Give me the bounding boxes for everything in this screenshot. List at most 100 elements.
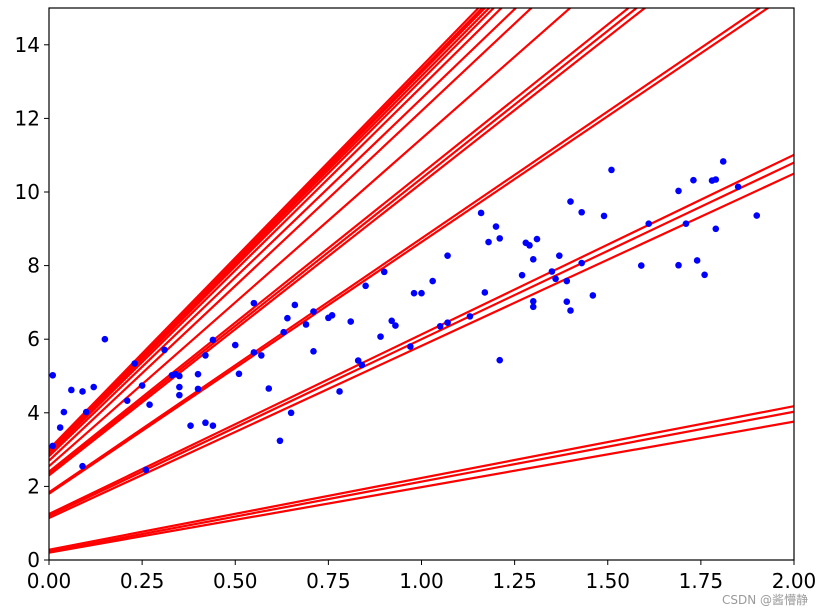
prediction-line-7	[49, 8, 770, 495]
data-point-47	[354, 357, 362, 364]
data-point-56	[418, 289, 425, 297]
data-point-62	[477, 209, 485, 217]
data-point-78	[563, 298, 571, 305]
y-tick-label: 2	[27, 474, 40, 498]
data-point-5	[68, 386, 75, 394]
data-point-54	[407, 343, 414, 350]
data-point-7	[79, 462, 86, 470]
data-point-6	[79, 388, 86, 395]
data-point-41	[310, 308, 317, 315]
data-point-99	[734, 183, 742, 191]
data-point-97	[712, 225, 720, 233]
data-point-63	[481, 289, 489, 296]
data-point-98	[719, 158, 727, 165]
y-ticks: 0 2 4 6 8 10 12 14	[15, 33, 49, 572]
data-point-38	[287, 409, 295, 417]
prediction-line-3	[49, 405, 794, 551]
data-point-57	[429, 277, 436, 285]
data-point-39	[291, 301, 299, 309]
data-point-50	[377, 333, 384, 340]
data-point-61	[466, 313, 474, 320]
data-point-3	[56, 424, 64, 431]
data-point-34	[265, 385, 273, 392]
x-tick-label: 1.25	[492, 569, 537, 593]
y-tick-label: 10	[15, 180, 40, 204]
data-point-15	[146, 401, 153, 409]
data-point-12	[131, 360, 138, 367]
data-point-4	[60, 408, 68, 416]
prediction-line-6	[49, 153, 794, 515]
data-point-100	[753, 212, 761, 219]
data-point-26	[202, 419, 209, 427]
x-tick-label: 2.00	[772, 569, 817, 593]
data-point-40	[302, 321, 310, 328]
data-point-76	[552, 275, 559, 283]
data-point-71	[529, 256, 537, 263]
prediction-line-20	[49, 8, 480, 450]
data-point-16	[161, 346, 168, 354]
data-point-29	[231, 341, 239, 349]
data-point-67	[496, 356, 504, 364]
y-tick-label: 0	[27, 548, 40, 572]
data-point-10	[101, 335, 109, 343]
data-point-2	[49, 442, 57, 450]
data-point-23	[194, 385, 202, 393]
prediction-line-12	[49, 8, 572, 467]
data-point-36	[280, 328, 287, 336]
data-point-20	[176, 372, 183, 380]
data-point-48	[358, 361, 366, 369]
data-point-1	[49, 371, 57, 379]
data-point-72	[529, 303, 537, 311]
prediction-line-13	[49, 8, 533, 462]
data-point-49	[362, 282, 369, 290]
data-point-81	[567, 198, 574, 205]
data-point-92	[690, 176, 697, 184]
x-tick-label: 1.75	[679, 569, 724, 593]
data-point-22	[187, 422, 194, 429]
data-point-80	[567, 307, 574, 314]
data-point-42	[310, 348, 317, 355]
data-point-31	[250, 299, 258, 307]
data-point-14	[142, 466, 150, 474]
data-point-77	[556, 252, 563, 259]
prediction-line-4	[49, 172, 794, 520]
data-point-30	[235, 370, 243, 378]
data-point-88	[645, 220, 653, 227]
data-point-68	[518, 271, 526, 279]
data-point-44	[328, 311, 336, 319]
y-tick-label: 6	[27, 327, 40, 351]
prediction-line-1	[49, 420, 794, 554]
data-point-89	[675, 187, 682, 195]
x-tick-label: 0.00	[27, 569, 72, 593]
data-point-90	[675, 261, 682, 269]
data-point-64	[485, 238, 492, 246]
data-point-45	[336, 388, 343, 395]
data-point-83	[578, 259, 585, 267]
data-point-37	[284, 314, 291, 322]
data-point-52	[388, 317, 396, 325]
data-point-19	[176, 383, 183, 391]
y-tick-label: 14	[15, 33, 40, 57]
prediction-line-14	[49, 8, 518, 458]
data-point-75	[548, 268, 556, 275]
data-point-93	[693, 257, 701, 264]
y-tick-label: 12	[15, 106, 40, 130]
data-point-86	[608, 166, 615, 174]
data-point-85	[600, 212, 608, 220]
data-point-65	[492, 223, 500, 230]
prediction-line-2	[49, 410, 794, 553]
data-point-66	[496, 235, 504, 242]
data-point-96	[712, 176, 720, 183]
watermark: CSDN @酱懵静	[721, 593, 808, 607]
y-tick-label: 4	[27, 401, 40, 425]
data-point-25	[202, 352, 209, 359]
y-tick-label: 8	[27, 254, 40, 278]
data-point-11	[123, 397, 131, 404]
x-tick-label: 1.00	[399, 569, 444, 593]
lines-layer	[49, 8, 794, 554]
data-point-8	[82, 408, 90, 416]
data-point-91	[682, 220, 690, 227]
data-point-35	[276, 437, 284, 445]
data-point-94	[701, 271, 708, 279]
